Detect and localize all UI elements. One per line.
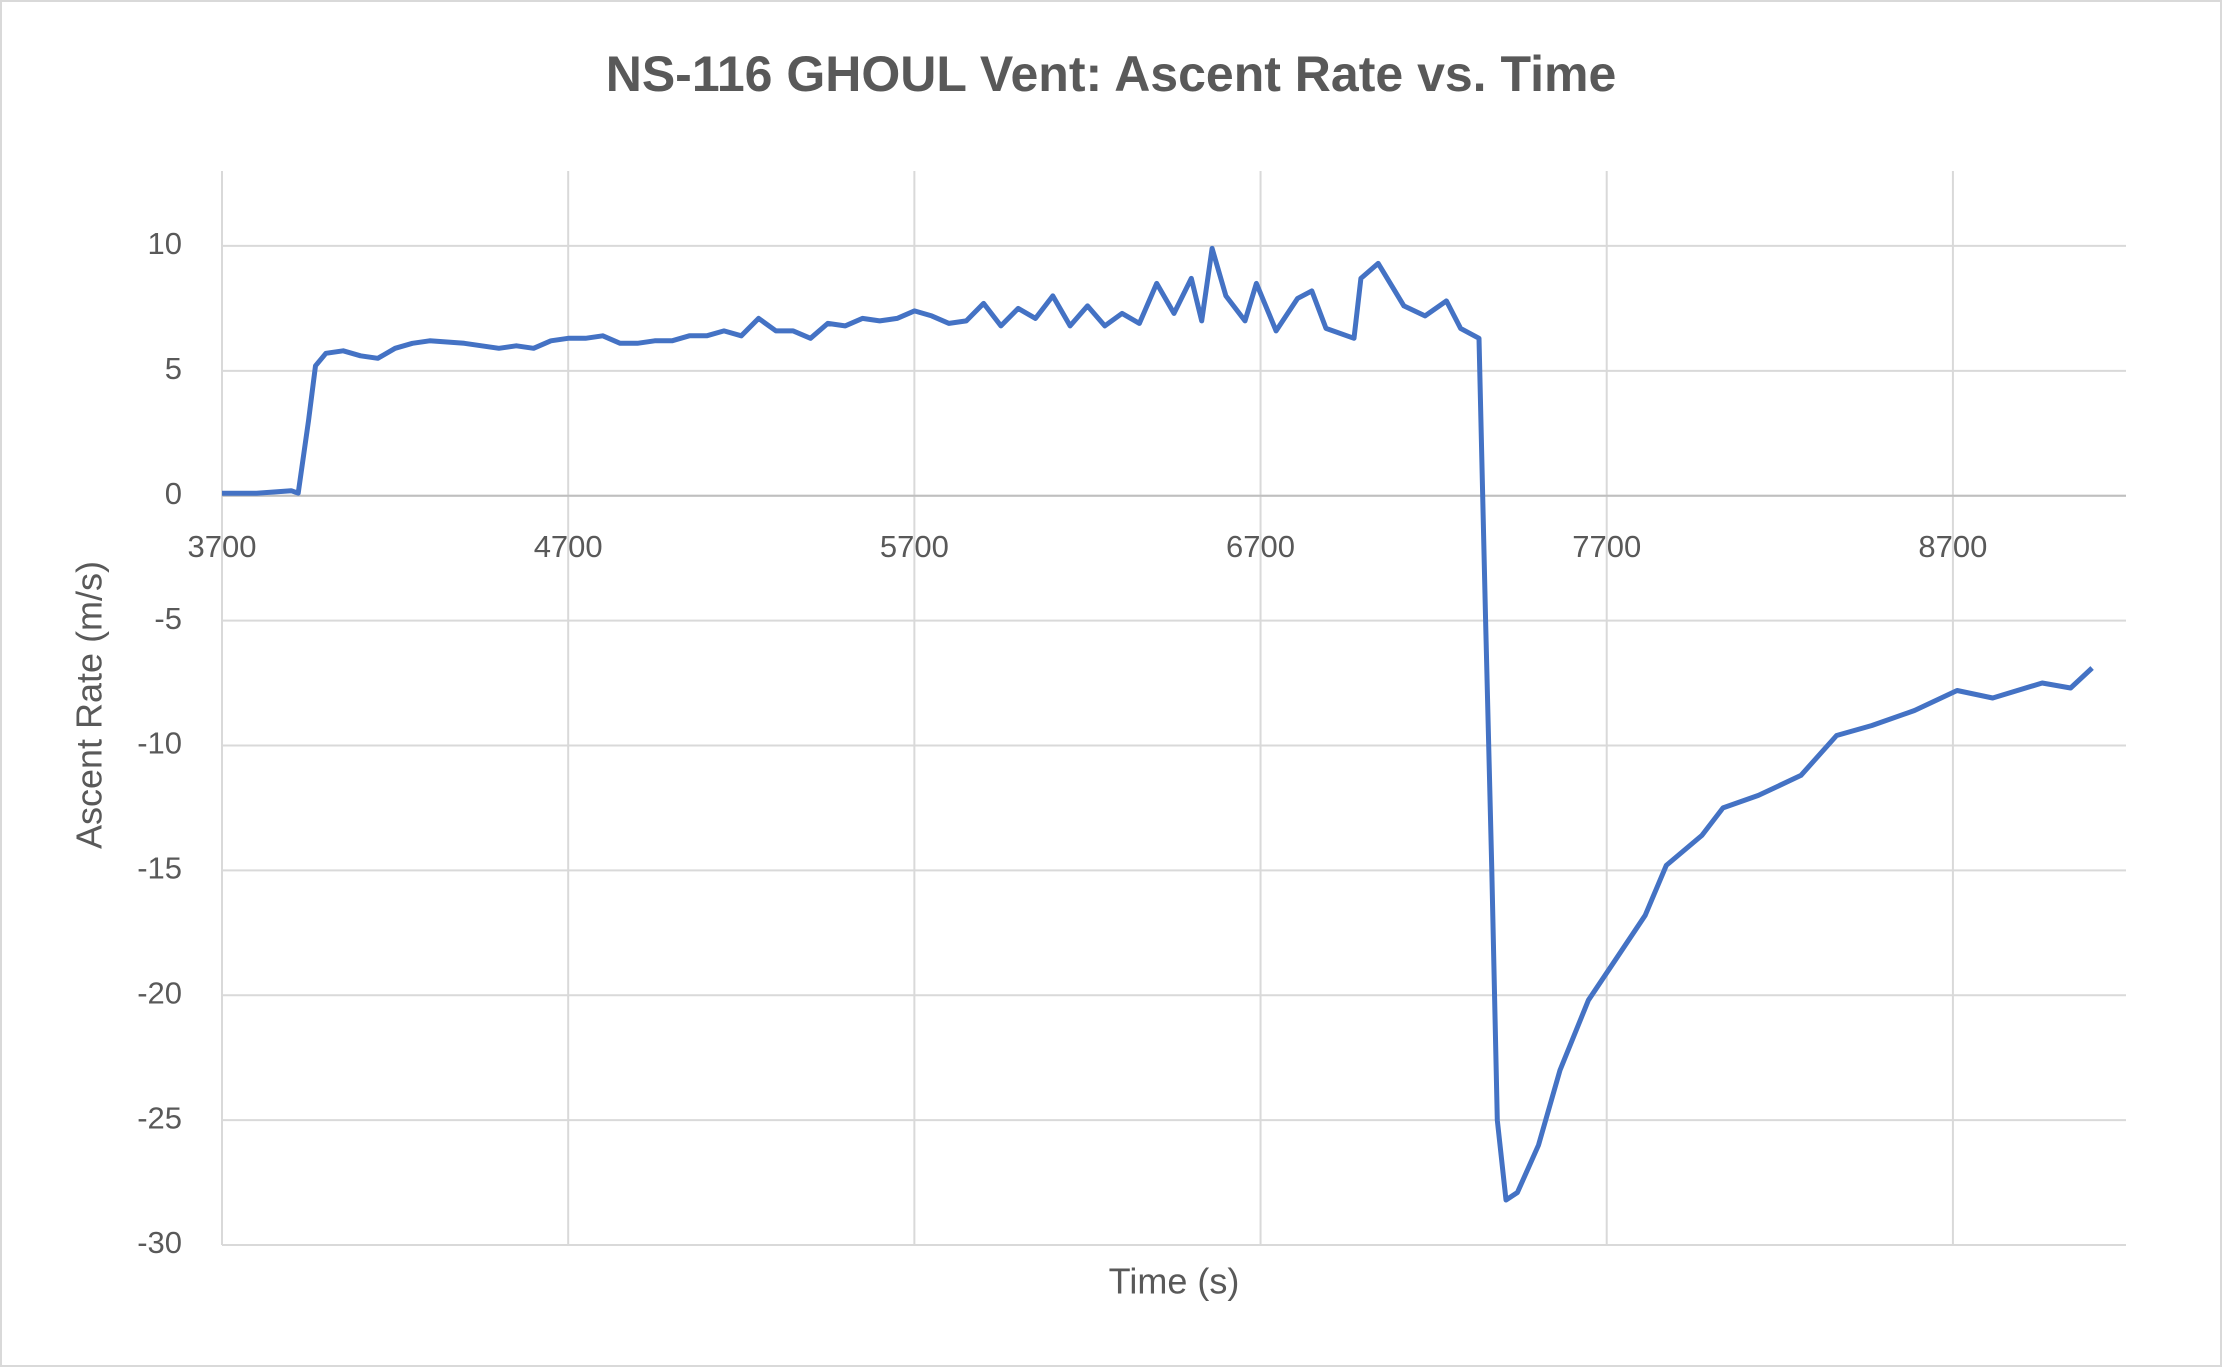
x-tick-label: 5700 bbox=[880, 529, 949, 564]
x-tick-label: 4700 bbox=[534, 529, 603, 564]
y-tick-label: -15 bbox=[137, 851, 182, 886]
x-tick-label: 7700 bbox=[1572, 529, 1641, 564]
y-tick-label: -5 bbox=[154, 601, 182, 636]
x-tick-label: 3700 bbox=[188, 529, 257, 564]
y-axis-title: Ascent Rate (m/s) bbox=[69, 561, 110, 849]
y-tick-label: 5 bbox=[165, 351, 182, 386]
y-tick-label: -30 bbox=[137, 1225, 182, 1260]
y-tick-label: 10 bbox=[148, 226, 182, 261]
x-axis-title: Time (s) bbox=[1109, 1261, 1240, 1302]
data-line bbox=[222, 245, 2094, 1203]
y-tick-label: -25 bbox=[137, 1100, 182, 1135]
y-tick-label: -20 bbox=[137, 975, 182, 1010]
chart-title: NS-116 GHOUL Vent: Ascent Rate vs. Time bbox=[606, 46, 1617, 102]
x-tick-label: 6700 bbox=[1226, 529, 1295, 564]
y-tick-label: -10 bbox=[137, 726, 182, 761]
y-tick-label: 0 bbox=[165, 476, 182, 511]
x-tick-label: 8700 bbox=[1918, 529, 1987, 564]
